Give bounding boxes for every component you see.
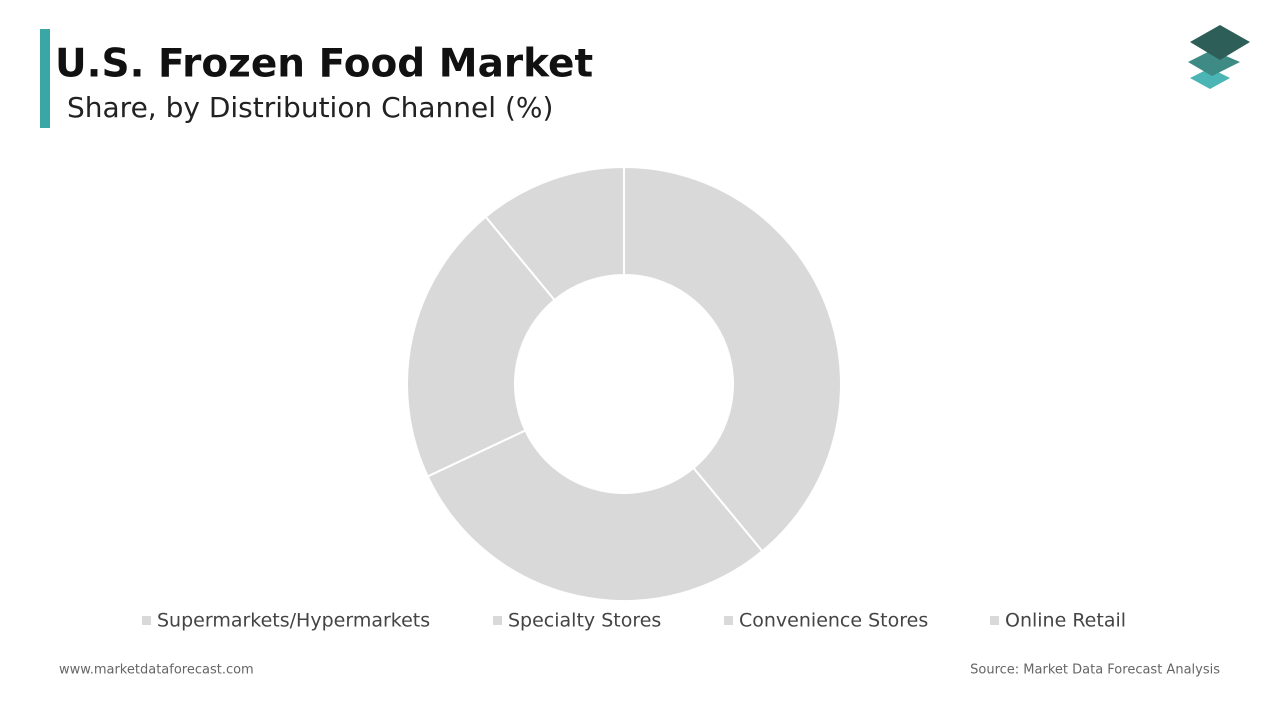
donut-slice [623, 165, 842, 553]
donut-slice [484, 165, 625, 302]
legend-swatch [142, 616, 151, 625]
legend-swatch [990, 616, 999, 625]
chart-title: U.S. Frozen Food Market [55, 42, 593, 87]
website: www.marketdataforecast.com [59, 663, 254, 678]
legend-label: Convenience Stores [739, 610, 928, 632]
title-accent [40, 29, 50, 128]
legend-label: Specialty Stores [508, 610, 661, 632]
legend-swatch [493, 616, 502, 625]
donut-slice [426, 429, 764, 602]
legend-swatch [724, 616, 733, 625]
source: Source: Market Data Forecast Analysis [970, 663, 1220, 678]
chart-subtitle: Share, by Distribution Channel (%) [67, 91, 553, 124]
legend-label: Online Retail [1005, 610, 1126, 632]
donut-slice [406, 215, 556, 478]
legend-label: Supermarkets/Hypermarkets [157, 610, 430, 632]
logo [1188, 25, 1250, 89]
